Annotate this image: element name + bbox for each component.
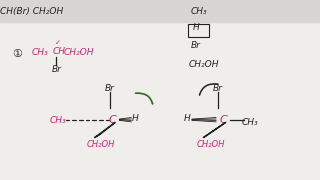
- Text: ①: ①: [12, 49, 22, 59]
- Text: CH₃: CH₃: [242, 118, 258, 127]
- Text: Br: Br: [213, 84, 223, 93]
- Text: CH₃: CH₃: [190, 7, 207, 16]
- Text: CH₃: CH₃: [50, 116, 66, 125]
- Text: CH: CH: [52, 47, 65, 56]
- Text: Br: Br: [190, 41, 200, 50]
- Text: H: H: [132, 114, 139, 123]
- Text: CH₂OH: CH₂OH: [86, 140, 115, 149]
- FancyArrowPatch shape: [136, 93, 153, 104]
- Polygon shape: [203, 122, 226, 138]
- Text: CH₃: CH₃: [32, 48, 49, 57]
- Text: H: H: [193, 23, 199, 32]
- Polygon shape: [94, 122, 115, 138]
- Text: Br: Br: [105, 84, 115, 93]
- Bar: [0, 0, 320, 22]
- Text: CH₂OH: CH₂OH: [197, 140, 225, 149]
- Text: H: H: [184, 114, 191, 123]
- Text: C: C: [109, 115, 116, 125]
- Text: CH₂OH: CH₂OH: [188, 60, 219, 69]
- Text: C: C: [219, 115, 227, 125]
- FancyArrowPatch shape: [200, 84, 218, 95]
- Text: CH(Br) CH₂OH: CH(Br) CH₂OH: [0, 7, 63, 16]
- Text: Br: Br: [52, 65, 61, 74]
- Text: CH₂OH: CH₂OH: [64, 48, 94, 57]
- Text: ✓: ✓: [55, 40, 61, 46]
